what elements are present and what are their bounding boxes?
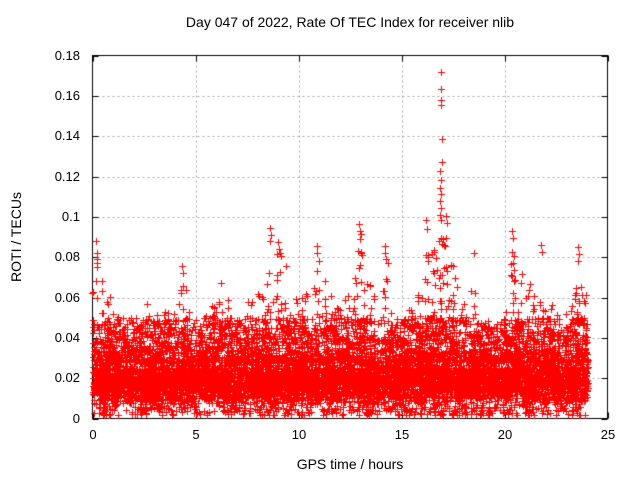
x-tick-label: 15 bbox=[394, 427, 410, 442]
x-axis-label: GPS time / hours bbox=[296, 456, 404, 472]
x-tick-label: 20 bbox=[497, 427, 513, 442]
y-tick-label: 0.08 bbox=[54, 249, 80, 264]
y-tick-label: 0.04 bbox=[54, 330, 80, 345]
y-tick-label: 0.18 bbox=[54, 48, 80, 63]
x-tick-label: 0 bbox=[89, 427, 97, 442]
y-tick-label: 0 bbox=[72, 411, 80, 426]
y-tick-label: 0.06 bbox=[54, 290, 80, 305]
chart-title: Day 047 of 2022, Rate Of TEC Index for r… bbox=[185, 14, 515, 30]
y-tick-label: 0.14 bbox=[54, 128, 80, 143]
y-tick-label: 0.12 bbox=[54, 169, 80, 184]
x-tick-label: 10 bbox=[291, 427, 307, 442]
x-tick-label: 25 bbox=[600, 427, 616, 442]
y-tick-label: 0.16 bbox=[54, 88, 80, 103]
y-tick-label: 0.1 bbox=[61, 209, 80, 224]
x-tick-label: 5 bbox=[192, 427, 200, 442]
y-tick-label: 0.02 bbox=[54, 370, 80, 385]
y-axis-label: ROTI / TECUs bbox=[8, 192, 24, 282]
